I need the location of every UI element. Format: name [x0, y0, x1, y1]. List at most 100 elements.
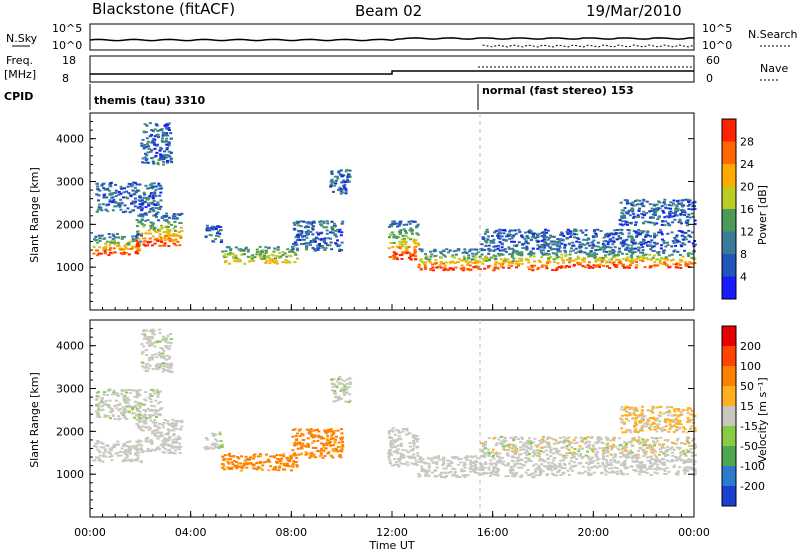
- power-echo-cell: [218, 232, 222, 235]
- velocity-echo-cell: [503, 464, 507, 467]
- velocity-echo-cell: [112, 389, 116, 392]
- power-echo-cell: [645, 212, 648, 215]
- power-echo-cell: [583, 257, 587, 260]
- velocity-echo-cell: [137, 415, 141, 418]
- velocity-echo-cell: [395, 450, 399, 453]
- power-echo-cell: [612, 261, 616, 264]
- power-echo-cell: [647, 221, 650, 224]
- power-echo-cell: [122, 248, 126, 251]
- velocity-echo-cell: [620, 471, 623, 474]
- power-echo-cell: [591, 235, 595, 238]
- velocity-echo-cell: [453, 471, 457, 473]
- velocity-echo-cell: [95, 410, 99, 413]
- power-echo-cell: [648, 253, 652, 256]
- power-echo-cell: [177, 231, 181, 234]
- power-echo-cell: [148, 237, 152, 240]
- power-echo-cell: [686, 198, 690, 201]
- power-echo-cell: [152, 226, 156, 229]
- power-echo-cell: [673, 237, 677, 239]
- velocity-echo-cell: [469, 463, 473, 466]
- velocity-echo-cell: [688, 407, 692, 410]
- power-echo-cell: [168, 240, 172, 242]
- power-echo-cell: [119, 198, 123, 201]
- velocity-echo-cell: [491, 448, 495, 451]
- power-echo-cell: [480, 247, 484, 250]
- velocity-echo-cell: [401, 457, 405, 459]
- velocity-echo-cell: [279, 454, 282, 457]
- velocity-echo-cell: [473, 465, 477, 467]
- power-echo-cell: [312, 221, 316, 224]
- power-echo-cell: [395, 235, 399, 238]
- power-echo-cell: [461, 251, 465, 254]
- power-echo-cell: [496, 247, 500, 250]
- velocity-echo-cell: [163, 443, 167, 446]
- power-echo-cell: [687, 213, 691, 216]
- power-echo-cell: [602, 236, 606, 239]
- velocity-echo-cell: [388, 461, 392, 464]
- velocity-echo-cell: [442, 462, 446, 465]
- power-echo-cell: [694, 243, 697, 246]
- velocity-echo-cell: [629, 413, 632, 416]
- velocity-echo-cell: [285, 456, 289, 459]
- velocity-echo-cell: [683, 470, 687, 473]
- velocity-echo-cell: [501, 463, 505, 465]
- power-echo-cell: [659, 247, 663, 250]
- power-echo-cell: [660, 257, 664, 260]
- velocity-echo-cell: [664, 425, 668, 428]
- velocity-echo-cell: [630, 465, 634, 468]
- velocity-echo-cell: [547, 457, 550, 460]
- power-echo-cell: [527, 230, 531, 233]
- velocity-echo-cell: [140, 361, 144, 364]
- power-echo-cell: [492, 241, 496, 244]
- power-echo-cell: [528, 268, 532, 271]
- velocity-echo-cell: [520, 436, 524, 439]
- velocity-echo-cell: [120, 412, 124, 415]
- power-echo-cell: [608, 250, 612, 253]
- power-echo-cell: [96, 188, 100, 191]
- velocity-echo-cell: [174, 420, 178, 422]
- power-echo-cell: [552, 235, 556, 238]
- velocity-echo-cell: [397, 465, 401, 468]
- power-echo-cell: [348, 175, 352, 178]
- velocity-echo-cell: [685, 466, 689, 469]
- power-echo-cell: [156, 129, 160, 132]
- velocity-echo-cell: [485, 452, 489, 455]
- velocity-echo-cell: [218, 431, 222, 434]
- velocity-echo-cell: [689, 427, 693, 430]
- power-echo-cell: [499, 263, 503, 266]
- power-echo-cell: [663, 203, 667, 206]
- power-echo-cell: [454, 249, 458, 252]
- velocity-echo-cell: [471, 456, 475, 459]
- velocity-echo-cell: [167, 341, 171, 344]
- velocity-echo-cell: [167, 370, 171, 373]
- velocity-echo-cell: [95, 397, 99, 400]
- power-echo-cell: [102, 248, 106, 251]
- velocity-echo-cell: [652, 418, 656, 421]
- power-echo-cell: [415, 232, 419, 235]
- power-echo-cell: [133, 197, 137, 200]
- velocity-echo-cell: [643, 470, 647, 473]
- velocity-echo-cell: [111, 446, 115, 448]
- velocity-echo-cell: [214, 433, 218, 436]
- velocity-echo-cell: [683, 466, 687, 469]
- power-echo-cell: [547, 253, 551, 256]
- power-echo-cell: [617, 232, 621, 235]
- velocity-echo-cell: [452, 474, 456, 477]
- power-echo-cell: [674, 235, 678, 238]
- power-echo-cell: [412, 238, 416, 241]
- power-echo-cell: [123, 204, 127, 207]
- power-echo-cell: [536, 244, 540, 247]
- power-echo-cell: [148, 187, 152, 189]
- power-echo-cell: [224, 255, 228, 258]
- power-echo-cell: [678, 221, 682, 224]
- velocity-echo-cell: [490, 472, 494, 475]
- power-echo-cell: [439, 256, 443, 259]
- velocity-echo-cell: [274, 468, 278, 471]
- velocity-echo-cell: [152, 333, 156, 336]
- velocity-echo-cell: [123, 415, 127, 418]
- power-echo-cell: [164, 156, 168, 159]
- power-echo-cell: [613, 264, 617, 266]
- power-echo-cell: [336, 245, 340, 248]
- velocity-echo-cell: [506, 453, 509, 456]
- velocity-echoes: [92, 328, 697, 479]
